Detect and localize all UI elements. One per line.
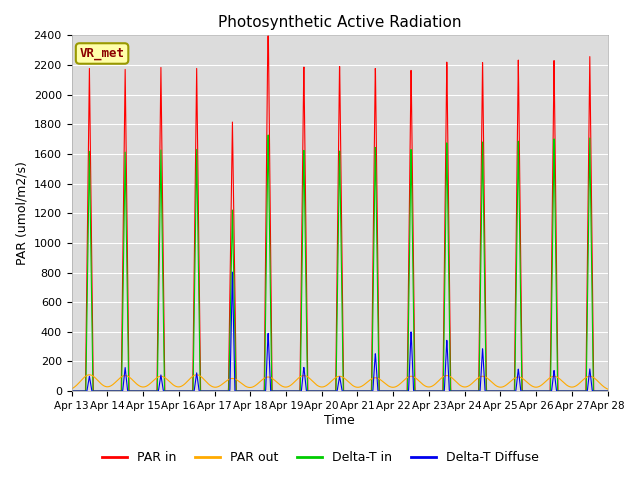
X-axis label: Time: Time (324, 414, 355, 427)
Legend: PAR in, PAR out, Delta-T in, Delta-T Diffuse: PAR in, PAR out, Delta-T in, Delta-T Dif… (97, 446, 543, 469)
Title: Photosynthetic Active Radiation: Photosynthetic Active Radiation (218, 15, 461, 30)
Y-axis label: PAR (umol/m2/s): PAR (umol/m2/s) (15, 161, 28, 265)
Text: VR_met: VR_met (79, 47, 125, 60)
